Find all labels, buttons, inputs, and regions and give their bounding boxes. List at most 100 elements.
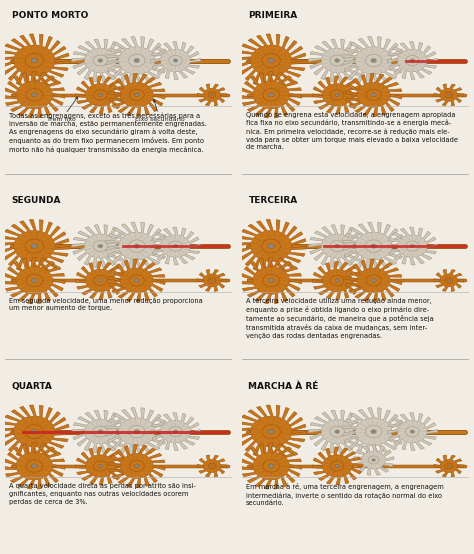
Circle shape bbox=[445, 463, 453, 469]
Circle shape bbox=[208, 278, 216, 284]
Polygon shape bbox=[4, 443, 65, 489]
Circle shape bbox=[365, 54, 382, 66]
Circle shape bbox=[447, 279, 450, 281]
Polygon shape bbox=[240, 71, 302, 118]
Text: A terceira velocidade utiliza uma redução ainda menor,
enquanto a prise é obtida: A terceira velocidade utiliza uma reduçã… bbox=[246, 297, 434, 338]
Text: Todas as engrenagens, exceto as três necessárias para a
inversão de marcha, estã: Todas as engrenagens, exceto as três nec… bbox=[9, 112, 207, 153]
Circle shape bbox=[26, 89, 43, 101]
Polygon shape bbox=[109, 74, 165, 116]
Circle shape bbox=[98, 279, 103, 282]
Circle shape bbox=[134, 58, 140, 63]
Circle shape bbox=[406, 427, 419, 437]
Circle shape bbox=[25, 425, 44, 439]
Circle shape bbox=[25, 54, 44, 68]
Circle shape bbox=[330, 55, 345, 66]
Text: Em segunda velocidade, uma menor redução proporciona
um menor aumento de torque.: Em segunda velocidade, uma menor redução… bbox=[9, 297, 203, 311]
Polygon shape bbox=[240, 443, 302, 489]
Circle shape bbox=[93, 426, 108, 437]
Polygon shape bbox=[312, 76, 362, 114]
Polygon shape bbox=[0, 219, 70, 273]
Polygon shape bbox=[236, 34, 307, 87]
Circle shape bbox=[98, 93, 103, 96]
Polygon shape bbox=[387, 413, 438, 450]
Circle shape bbox=[365, 425, 382, 438]
Circle shape bbox=[268, 429, 274, 434]
Circle shape bbox=[25, 239, 44, 253]
Circle shape bbox=[169, 241, 182, 251]
Polygon shape bbox=[4, 71, 65, 118]
Text: A quarta velocidade direta as perdas por atrito são insi-
gnificantes, enquanto : A quarta velocidade direta as perdas por… bbox=[9, 483, 196, 505]
Circle shape bbox=[335, 279, 339, 282]
Circle shape bbox=[26, 274, 43, 286]
Circle shape bbox=[134, 464, 139, 468]
Circle shape bbox=[330, 90, 344, 100]
Polygon shape bbox=[345, 259, 402, 302]
Circle shape bbox=[330, 461, 344, 471]
Polygon shape bbox=[309, 225, 365, 268]
Polygon shape bbox=[72, 39, 129, 82]
Circle shape bbox=[366, 89, 381, 100]
Polygon shape bbox=[4, 257, 65, 304]
Circle shape bbox=[173, 244, 178, 248]
Circle shape bbox=[210, 465, 213, 467]
Circle shape bbox=[335, 93, 339, 96]
Polygon shape bbox=[353, 444, 394, 475]
Circle shape bbox=[371, 429, 376, 434]
Circle shape bbox=[335, 430, 340, 434]
Polygon shape bbox=[342, 222, 405, 270]
Polygon shape bbox=[236, 219, 307, 273]
Circle shape bbox=[368, 456, 379, 464]
Circle shape bbox=[263, 274, 279, 286]
Text: TERCEIRA: TERCEIRA bbox=[248, 196, 298, 205]
Circle shape bbox=[268, 244, 274, 249]
Circle shape bbox=[134, 93, 139, 97]
Circle shape bbox=[410, 244, 415, 248]
Polygon shape bbox=[150, 413, 201, 450]
Circle shape bbox=[268, 93, 274, 97]
Circle shape bbox=[330, 240, 345, 252]
Polygon shape bbox=[105, 408, 169, 455]
Circle shape bbox=[445, 278, 453, 284]
Polygon shape bbox=[309, 39, 365, 82]
Circle shape bbox=[31, 464, 37, 468]
Circle shape bbox=[98, 430, 103, 434]
Circle shape bbox=[134, 244, 140, 248]
Circle shape bbox=[129, 275, 144, 286]
Circle shape bbox=[26, 460, 43, 472]
Text: PONTO MORTO: PONTO MORTO bbox=[11, 11, 88, 20]
Circle shape bbox=[173, 430, 178, 433]
Circle shape bbox=[173, 59, 178, 62]
Circle shape bbox=[263, 460, 279, 472]
Circle shape bbox=[263, 89, 279, 101]
Polygon shape bbox=[434, 84, 464, 106]
Circle shape bbox=[31, 244, 37, 249]
Circle shape bbox=[335, 464, 339, 468]
Circle shape bbox=[268, 278, 274, 283]
Polygon shape bbox=[0, 405, 70, 458]
Circle shape bbox=[335, 59, 340, 63]
Circle shape bbox=[410, 59, 415, 62]
Polygon shape bbox=[342, 37, 405, 85]
Circle shape bbox=[31, 429, 37, 434]
Circle shape bbox=[371, 244, 376, 248]
Circle shape bbox=[330, 275, 344, 285]
Polygon shape bbox=[342, 408, 405, 455]
Circle shape bbox=[335, 244, 340, 248]
Circle shape bbox=[447, 465, 450, 467]
Circle shape bbox=[262, 54, 281, 68]
Polygon shape bbox=[197, 84, 227, 106]
Circle shape bbox=[371, 279, 376, 283]
Text: Quando se engrena esta velocidade, a engrenagem apropiada
fica fixa no eixo secu: Quando se engrena esta velocidade, a eng… bbox=[246, 112, 458, 151]
Text: Eixo secundário: Eixo secundário bbox=[135, 99, 184, 122]
Circle shape bbox=[94, 90, 107, 100]
Circle shape bbox=[128, 240, 145, 252]
Circle shape bbox=[371, 93, 376, 97]
Polygon shape bbox=[75, 76, 126, 114]
Circle shape bbox=[93, 240, 108, 252]
Circle shape bbox=[129, 89, 144, 100]
Circle shape bbox=[445, 92, 453, 98]
Circle shape bbox=[208, 92, 216, 98]
Circle shape bbox=[31, 58, 37, 63]
Polygon shape bbox=[72, 411, 129, 453]
Polygon shape bbox=[387, 227, 438, 265]
